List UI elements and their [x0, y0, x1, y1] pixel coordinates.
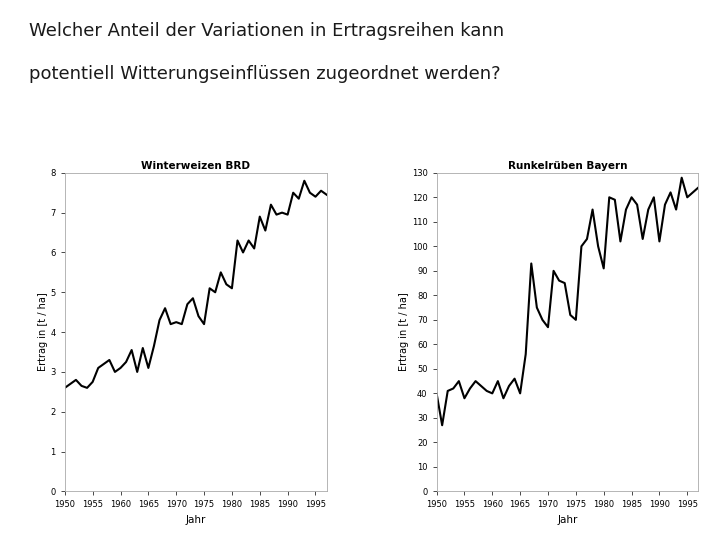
Y-axis label: Ertrag in [t / ha]: Ertrag in [t / ha]	[399, 293, 409, 372]
Title: Runkelrüben Bayern: Runkelrüben Bayern	[508, 160, 627, 171]
X-axis label: Jahr: Jahr	[186, 515, 206, 525]
Text: potentiell Witterungseinflüssen zugeordnet werden?: potentiell Witterungseinflüssen zugeordn…	[29, 65, 500, 83]
X-axis label: Jahr: Jahr	[557, 515, 577, 525]
Text: Welcher Anteil der Variationen in Ertragsreihen kann: Welcher Anteil der Variationen in Ertrag…	[29, 22, 504, 39]
Y-axis label: Ertrag in [t / ha]: Ertrag in [t / ha]	[37, 293, 48, 372]
Title: Winterweizen BRD: Winterweizen BRD	[141, 160, 251, 171]
